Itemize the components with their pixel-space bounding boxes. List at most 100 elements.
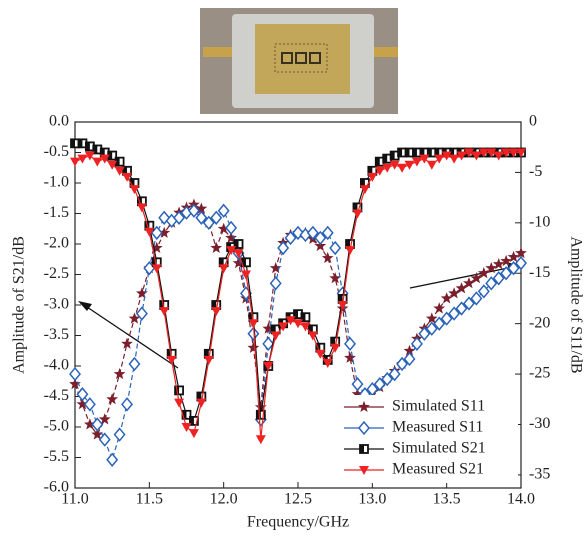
triangle-marker: [300, 322, 311, 332]
triangle-marker: [463, 148, 474, 158]
square-half: [360, 445, 364, 453]
star-marker: [217, 222, 230, 234]
diamond-marker: [470, 291, 483, 306]
triangle-marker: [367, 172, 378, 182]
square-half: [130, 179, 135, 187]
square-half: [383, 154, 388, 163]
triangle-marker: [181, 423, 192, 432]
star-marker: [500, 254, 512, 267]
square-half: [212, 301, 217, 309]
square-half: [450, 148, 455, 157]
diamond-marker: [388, 366, 401, 382]
triangle-marker: [434, 154, 445, 164]
diamond-marker: [321, 225, 334, 241]
square-marker: [189, 415, 199, 426]
star-marker: [113, 367, 126, 380]
triangle-marker: [456, 151, 467, 161]
star-marker: [136, 287, 148, 299]
triangle-marker: [122, 172, 133, 182]
triangle-marker: [70, 157, 80, 167]
star-marker: [344, 351, 356, 363]
star-marker: [425, 312, 438, 324]
square-half: [353, 203, 358, 212]
triangle-marker: [114, 166, 125, 176]
star-marker: [91, 428, 104, 440]
triangle-marker: [129, 185, 140, 195]
x-tick-label: 14.0: [507, 491, 535, 508]
diamond-marker: [373, 376, 386, 392]
star-marker: [269, 262, 282, 274]
square-half: [241, 258, 246, 267]
device-photo: [200, 8, 398, 114]
diamond-marker: [277, 240, 290, 256]
star-marker: [247, 341, 260, 353]
series-line: [75, 142, 521, 422]
star-marker: [321, 251, 334, 264]
y-tick-label: -6.0: [44, 479, 69, 496]
star-marker: [329, 272, 342, 284]
y-axis-title: Amplitude of S21/dB: [11, 236, 28, 374]
star-marker: [158, 226, 171, 238]
legend: Simulated S11 Measured S11 Simulated S21 Me…: [340, 395, 518, 483]
triangle-marker: [493, 151, 504, 161]
diamond-marker: [351, 376, 364, 392]
x-tick-label: 12.5: [284, 491, 312, 508]
diamond-marker: [381, 371, 394, 387]
diamond-marker: [329, 240, 342, 256]
star-marker: [232, 257, 245, 269]
triangle-marker: [508, 148, 519, 158]
triangle-marker: [389, 160, 400, 170]
diamond-marker: [91, 417, 104, 432]
triangle-marker: [359, 466, 369, 475]
square-half: [331, 337, 336, 346]
triangle-marker: [285, 316, 296, 326]
diamond-marker: [403, 351, 416, 367]
star-marker: [403, 344, 416, 356]
y-tick-label: -1.0: [44, 174, 69, 191]
diamond-marker: [500, 266, 513, 281]
star-marker: [515, 246, 527, 259]
triangle-marker: [404, 160, 415, 170]
square-half: [85, 142, 90, 151]
y-tick-label: 0.0: [49, 113, 69, 130]
star-marker: [485, 262, 498, 274]
star-marker: [195, 202, 208, 214]
diamond-marker: [448, 306, 461, 321]
diamond-marker: [262, 336, 275, 351]
square-half: [234, 240, 239, 248]
square-half: [249, 313, 254, 322]
legend-box: [340, 395, 518, 483]
square-half: [390, 151, 395, 160]
diamond-marker: [269, 276, 282, 291]
triangle-marker: [449, 154, 460, 164]
square-marker: [300, 312, 311, 323]
star-marker: [351, 388, 364, 400]
triangle-marker: [382, 163, 393, 173]
diamond-marker: [396, 356, 409, 372]
triangle-marker: [426, 160, 437, 170]
y-tick-label: -2.0: [44, 235, 69, 252]
triangle-marker: [359, 185, 370, 195]
square-half: [189, 416, 194, 425]
triangle-marker: [441, 151, 452, 161]
square-half: [123, 166, 128, 175]
diamond-marker: [210, 210, 223, 225]
triangle-marker: [174, 398, 185, 408]
triangle-marker: [293, 319, 303, 329]
star-marker: [225, 231, 237, 243]
triangle-marker: [322, 358, 333, 368]
triangle-marker: [240, 270, 251, 280]
triangle-marker: [263, 362, 274, 371]
square-half: [71, 139, 75, 148]
star-marker: [477, 267, 490, 279]
star-marker: [98, 413, 111, 425]
y2-tick-label: -5: [529, 163, 542, 180]
square-half: [398, 148, 403, 157]
legend-label: Measured S21: [392, 461, 484, 478]
diamond-marker: [284, 230, 297, 246]
square-marker: [359, 444, 369, 454]
diamond-marker: [187, 203, 200, 218]
square-half: [204, 349, 209, 358]
star-marker: [254, 401, 267, 413]
y-tick-label: -1.5: [44, 204, 69, 221]
